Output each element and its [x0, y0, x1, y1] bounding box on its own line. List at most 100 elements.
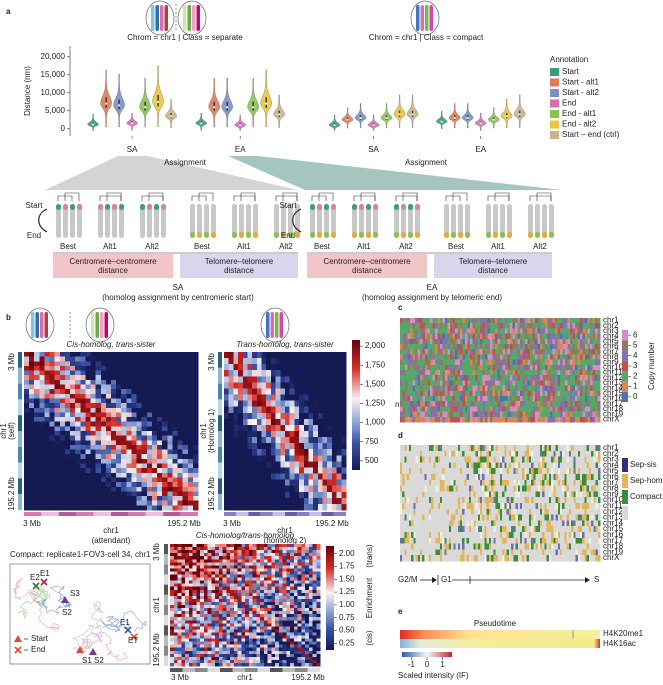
heatmap-cell	[233, 641, 238, 645]
heatmap-cell	[297, 611, 302, 615]
heatmap-cell	[245, 611, 250, 615]
heatmap-cell	[146, 421, 153, 427]
chromosome	[239, 204, 244, 238]
copy-number-heatmap	[400, 318, 601, 423]
colorbar-tick-label: 1.25	[339, 587, 355, 596]
heatmap-cell	[278, 614, 283, 618]
heatmap-cell	[592, 380, 596, 386]
heatmap-cell	[222, 662, 227, 667]
heatmap-cell	[312, 605, 317, 609]
track-strip	[218, 446, 222, 463]
heatmap-cell	[39, 431, 45, 436]
heatmap-cell	[322, 358, 328, 365]
heatmap-cell	[275, 647, 280, 652]
heatmap-cell	[237, 571, 242, 575]
heatmap-cell	[557, 328, 561, 334]
heatmap-cell	[535, 364, 538, 371]
heatmap-cell	[305, 608, 310, 612]
heatmap-cell	[241, 568, 246, 572]
heatmap-cell	[432, 338, 436, 345]
heatmap-cell	[270, 503, 276, 511]
heatmap-cell	[507, 318, 511, 324]
heatmap-cell	[271, 653, 276, 658]
heatmap-cell	[341, 503, 347, 511]
heatmap-cell	[224, 418, 230, 426]
heatmap-cell	[247, 358, 253, 365]
heatmap-cell	[286, 583, 291, 588]
chromosome-end	[373, 232, 378, 238]
heatmap-cell	[222, 644, 227, 649]
heatmap-cell	[472, 349, 476, 355]
heatmap-cell	[280, 382, 286, 389]
heatmap-cell	[188, 638, 193, 642]
heatmap-cell	[270, 437, 276, 444]
heatmap-cell	[297, 586, 302, 591]
heatmap-cell	[299, 376, 305, 383]
track-strip	[164, 594, 168, 605]
heatmap-cell	[286, 562, 291, 566]
heatmap-cell	[317, 485, 323, 493]
heatmap-cell	[200, 647, 205, 652]
chromosome-start	[161, 204, 166, 210]
heatmap-cell	[80, 421, 86, 427]
heatmap-cell	[200, 611, 205, 615]
heatmap-cell	[196, 571, 201, 575]
heatmap-cell	[215, 620, 220, 624]
heatmap-cell	[286, 559, 291, 563]
heatmap-cell	[95, 417, 102, 423]
heatmap-cell	[238, 418, 244, 426]
heatmap-cell	[233, 659, 238, 664]
heatmap-cell	[303, 473, 309, 480]
heatmap-cell	[322, 443, 328, 450]
heatmap-cell	[185, 608, 190, 612]
heatmap-cell	[207, 617, 212, 621]
heatmap-cell	[151, 426, 158, 432]
heatmap-cell	[271, 589, 276, 594]
heatmap-cell	[555, 375, 558, 381]
heatmap-cell	[192, 352, 199, 357]
heatmap-cell	[167, 379, 173, 385]
heatmap-cell	[105, 444, 112, 450]
heatmap-cell	[472, 323, 476, 329]
heatmap-cell	[207, 598, 212, 603]
heatmap-cell	[111, 426, 117, 432]
heatmap-cell	[293, 662, 298, 667]
heatmap-cell	[263, 641, 268, 645]
heatmap-cell	[200, 601, 205, 606]
heatmap-cell	[141, 463, 148, 469]
heatmap-cell	[542, 323, 546, 329]
heatmap-cell	[477, 359, 481, 366]
heatmap-cell	[228, 485, 234, 493]
heatmap-cell	[275, 412, 281, 420]
heatmap-cell	[121, 486, 127, 492]
heatmap-cell	[525, 318, 528, 324]
heatmap-cell	[470, 344, 473, 350]
heatmap-cell	[294, 400, 300, 408]
heatmap-cell	[245, 589, 250, 594]
heatmap-cell	[537, 318, 541, 324]
heatmap-cell	[54, 486, 61, 492]
heatmap-cell	[402, 328, 406, 334]
heatmap-cell	[141, 444, 148, 450]
heatmap-cell	[187, 384, 194, 390]
heatmap-cell	[572, 338, 576, 345]
pair-bracket	[487, 195, 510, 201]
heatmap-cell	[196, 641, 201, 645]
heatmap-cell	[475, 318, 478, 324]
heatmap-cell	[530, 354, 533, 360]
heatmap-cell	[75, 482, 81, 488]
heatmap-cell	[290, 544, 295, 548]
heatmap-cell	[248, 553, 253, 557]
heatmap-cell	[245, 544, 250, 548]
heatmap-cell	[570, 375, 573, 381]
heatmap-cell	[460, 323, 463, 329]
heatmap-cell	[200, 595, 205, 600]
heatmap-cell	[192, 379, 199, 385]
heatmap-cell	[285, 394, 291, 401]
heatmap-cell	[24, 379, 30, 385]
heatmap-cell	[465, 375, 468, 381]
heatmap-cell	[192, 463, 199, 469]
heatmap-cell	[267, 644, 272, 649]
trace-line	[113, 610, 147, 633]
heatmap-cell	[230, 592, 235, 597]
